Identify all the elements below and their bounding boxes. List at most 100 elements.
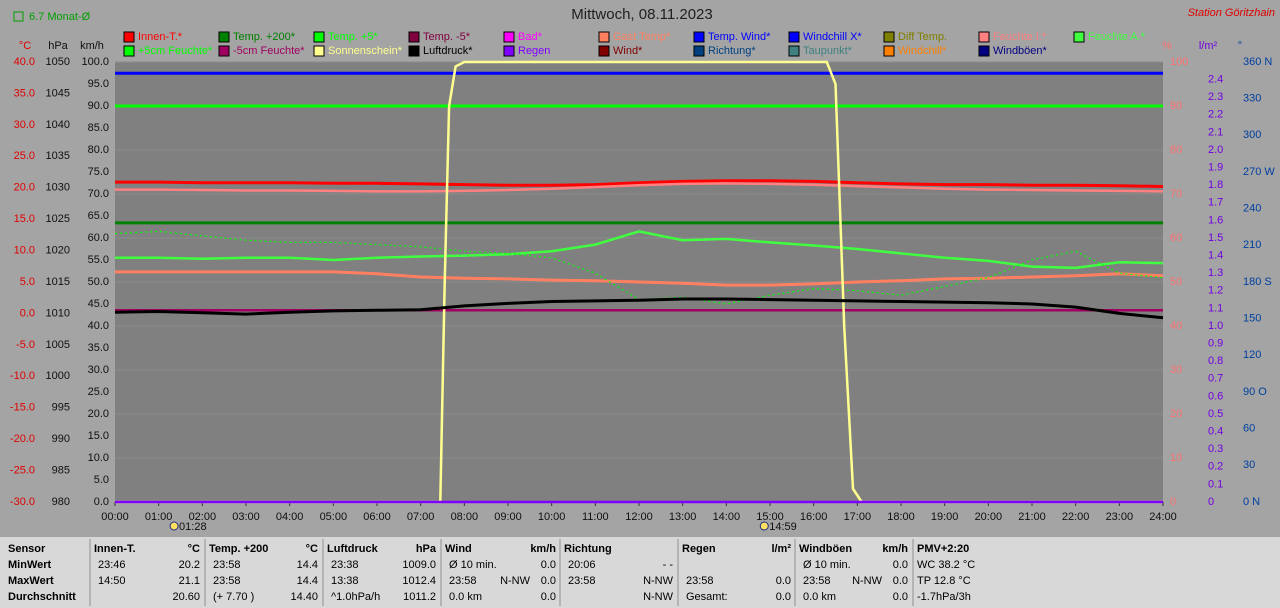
legend-label: Windchill X* xyxy=(803,31,862,43)
legend-swatch xyxy=(598,31,610,43)
legend-swatch xyxy=(218,45,230,57)
stats-cell: 1012.4 xyxy=(402,575,436,587)
legend-swatch xyxy=(408,31,420,43)
legend-swatch xyxy=(313,31,325,43)
y-tick-label: 80.0 xyxy=(88,144,109,156)
legend-label: Windböen* xyxy=(993,45,1048,57)
series-line xyxy=(115,182,1164,193)
y-tick-label: 210 xyxy=(1243,239,1261,251)
y-tick-label: -5.0 xyxy=(16,339,35,351)
stats-cell: - - xyxy=(663,559,674,571)
legend-label: Richtung* xyxy=(708,45,756,57)
stats-panel xyxy=(0,537,1280,608)
stats-cell: 20:06 xyxy=(568,559,596,571)
y-tick-label: 45.0 xyxy=(88,298,109,310)
y-tick-label: 95.0 xyxy=(88,78,109,90)
x-tick-label: 23:00 xyxy=(1106,511,1134,523)
stats-header: Richtung xyxy=(564,543,612,555)
moon-icon xyxy=(759,521,769,531)
y-tick-label: 330 xyxy=(1243,93,1261,105)
stats-cell: WC 38.2 °C xyxy=(917,559,975,571)
stats-cell: N-NW xyxy=(500,575,531,587)
y-tick-label: 1050 xyxy=(46,56,70,68)
x-tick-label: 22:00 xyxy=(1062,511,1090,523)
stats-cell: 14.4 xyxy=(297,575,318,587)
checkbox[interactable] xyxy=(13,11,24,22)
y-tick-label: 90 xyxy=(1170,100,1182,112)
y-tick-label: 0 N xyxy=(1243,496,1260,508)
legend-label: Gast Temp* xyxy=(613,31,671,43)
stats-cell: 0.0 km xyxy=(803,591,836,603)
stats-header: km/h xyxy=(530,543,556,555)
axis-unit: ° xyxy=(1238,40,1242,52)
y-tick-label: 1.8 xyxy=(1208,179,1223,191)
legend-label: Temp. -5* xyxy=(423,31,471,43)
y-tick-label: 1020 xyxy=(46,244,70,256)
y-tick-label: 15.0 xyxy=(14,213,35,225)
y-tick-label: 0 xyxy=(1208,496,1214,508)
x-tick-label: 18:00 xyxy=(887,511,915,523)
stats-cell: 23:58 xyxy=(686,575,714,587)
stats-header: Sensor xyxy=(8,543,46,555)
y-tick-label: 1.7 xyxy=(1208,197,1223,209)
y-tick-label: 0.6 xyxy=(1208,390,1223,402)
x-tick-label: 03:00 xyxy=(232,511,260,523)
axis-unit: % xyxy=(1162,40,1172,52)
y-tick-label: 30 xyxy=(1170,364,1182,376)
legend-swatch xyxy=(788,31,800,43)
y-tick-label: 1015 xyxy=(46,276,70,288)
x-tick-label: 05:00 xyxy=(320,511,348,523)
y-tick-label: 1035 xyxy=(46,150,70,162)
y-tick-label: 35.0 xyxy=(88,342,109,354)
stats-cell: TP 12.8 °C xyxy=(917,575,971,587)
y-tick-label: 30.0 xyxy=(88,364,109,376)
stats-cell: 13:38 xyxy=(331,575,359,587)
legend-label: -5cm Feuchte* xyxy=(233,45,305,57)
stats-cell: MinWert xyxy=(8,559,52,571)
y-tick-label: 0.0 xyxy=(94,496,109,508)
legend-label: Bad* xyxy=(518,31,543,43)
y-tick-label: 300 xyxy=(1243,129,1261,141)
x-tick-label: 02:00 xyxy=(189,511,217,523)
y-tick-label: 240 xyxy=(1243,203,1261,215)
y-tick-label: 1.3 xyxy=(1208,267,1223,279)
x-tick-label: 08:00 xyxy=(451,511,479,523)
y-tick-label: 30 xyxy=(1243,459,1255,471)
x-tick-label: 20:00 xyxy=(975,511,1003,523)
stats-cell: 20.60 xyxy=(172,591,200,603)
legend-swatch xyxy=(883,45,895,57)
x-tick-label: 24:00 xyxy=(1149,511,1177,523)
legend-label: Regen xyxy=(518,45,550,57)
x-tick-label: 14:00 xyxy=(713,511,741,523)
y-tick-label: 25.0 xyxy=(14,150,35,162)
annotation: 14:59 xyxy=(769,521,797,533)
x-tick-label: 15:00 xyxy=(756,511,784,523)
legend-swatch xyxy=(123,31,135,43)
y-tick-label: 180 S xyxy=(1243,276,1272,288)
y-tick-label: 20.0 xyxy=(88,408,109,420)
y-tick-label: 1.1 xyxy=(1208,302,1223,314)
legend-label: Taupunkt* xyxy=(803,45,853,57)
y-tick-label: 80 xyxy=(1170,144,1182,156)
y-tick-label: 5.0 xyxy=(94,474,109,486)
legend-label: Diff Temp. xyxy=(898,31,947,43)
y-tick-label: 2.1 xyxy=(1208,126,1223,138)
series-line xyxy=(115,270,1164,287)
y-tick-label: 30.0 xyxy=(14,119,35,131)
stats-cell: MaxWert xyxy=(8,575,54,587)
legend-label: Wind* xyxy=(613,45,643,57)
y-tick-label: 55.0 xyxy=(88,254,109,266)
y-tick-label: 1000 xyxy=(46,370,70,382)
stats-cell: -1.7hPa/3h xyxy=(917,591,971,603)
y-tick-label: 0 xyxy=(1170,496,1176,508)
x-tick-label: 06:00 xyxy=(363,511,391,523)
stats-cell: (+ 7.70 ) xyxy=(213,591,254,603)
y-tick-label: 1.5 xyxy=(1208,232,1223,244)
y-tick-label: 60 xyxy=(1243,423,1255,435)
stats-cell: 23:58 xyxy=(803,575,831,587)
y-tick-label: 150 xyxy=(1243,313,1261,325)
y-tick-label: 10.0 xyxy=(88,452,109,464)
y-tick-label: 70 xyxy=(1170,188,1182,200)
series-line xyxy=(115,179,1164,188)
y-tick-label: 50.0 xyxy=(88,276,109,288)
